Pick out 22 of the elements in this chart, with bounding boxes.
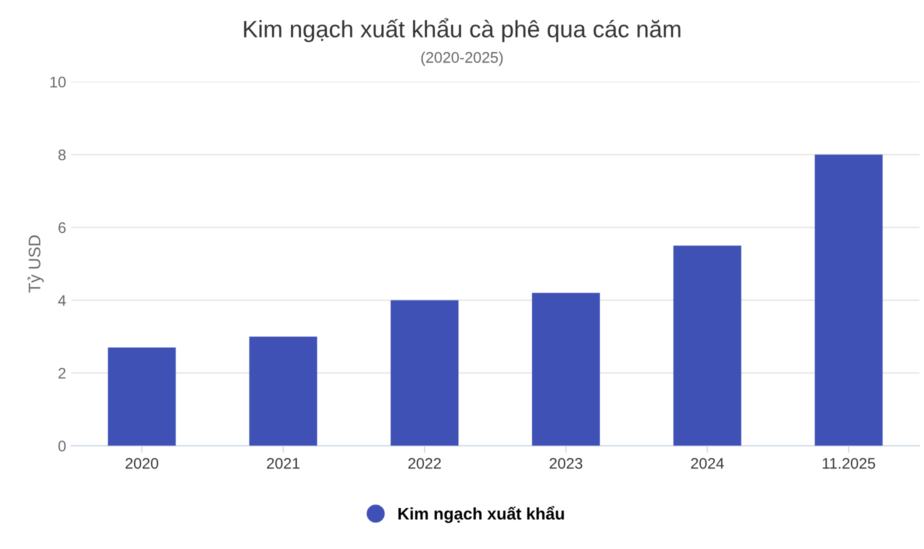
legend-label: Kim ngạch xuất khẩu — [398, 506, 564, 524]
y-tick-label: 2 — [58, 368, 66, 379]
bar — [673, 246, 742, 446]
x-tick-label: 11.2025 — [822, 458, 876, 469]
x-tick-label: 2021 — [266, 458, 300, 469]
y-tick-label: 0 — [58, 440, 66, 452]
x-tick-label: 2023 — [550, 458, 582, 469]
chart-subtitle: (2020-2025) — [421, 52, 503, 66]
bar — [390, 300, 459, 446]
bar — [814, 154, 883, 446]
bar — [532, 292, 600, 446]
y-tick-label: 4 — [58, 295, 66, 306]
bar — [249, 336, 318, 446]
y-tick-label: 10 — [50, 76, 66, 88]
y-tick-label: 6 — [58, 222, 66, 234]
y-axis-title: Tỷ USD — [28, 235, 44, 293]
x-tick-label: 2024 — [691, 458, 724, 469]
x-tick-label: 2022 — [408, 458, 441, 469]
x-tick-label: 2020 — [126, 458, 158, 469]
y-tick-label: 8 — [58, 149, 66, 160]
chart-title: Kim ngạch xuất khẩu cà phê qua các năm — [244, 18, 680, 42]
bar — [108, 348, 176, 446]
